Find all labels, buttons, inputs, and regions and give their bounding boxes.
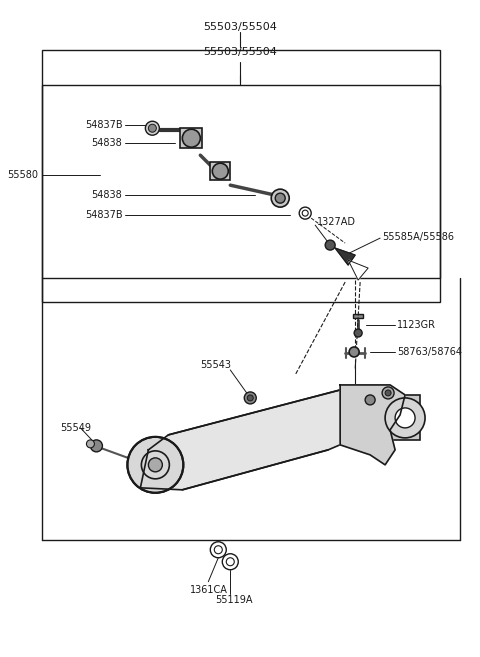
Text: 58763/58764: 58763/58764 [397,347,462,357]
Text: 55119A: 55119A [216,595,253,604]
Bar [390,395,420,440]
Circle shape [275,193,285,203]
Bar [43,85,440,278]
Circle shape [145,122,159,135]
Text: 55503/55504: 55503/55504 [204,47,277,57]
Bar [353,314,363,318]
Text: 55580: 55580 [8,170,38,180]
Bar [133,450,177,480]
Bar [210,162,230,180]
Circle shape [349,347,359,357]
Polygon shape [335,248,355,265]
Text: 54837B: 54837B [85,210,122,220]
Circle shape [354,329,362,337]
Circle shape [365,395,375,405]
Text: 55543: 55543 [200,360,231,370]
Polygon shape [348,260,368,280]
Text: 1327AD: 1327AD [317,217,356,227]
Circle shape [247,395,253,401]
Circle shape [86,440,95,448]
Text: 55585A/55586: 55585A/55586 [382,232,454,242]
Text: 1123GR: 1123GR [397,320,436,330]
Text: 54838: 54838 [92,190,122,200]
Circle shape [148,458,162,472]
Circle shape [182,129,200,147]
Bar [43,51,440,302]
Circle shape [385,390,391,396]
Circle shape [385,398,425,438]
Circle shape [325,240,335,250]
Circle shape [90,440,102,452]
Circle shape [148,124,156,132]
Circle shape [271,189,289,207]
Text: 55549: 55549 [60,423,92,433]
Polygon shape [340,385,405,465]
Text: 54837B: 54837B [85,120,122,130]
Circle shape [127,437,183,493]
Bar [180,128,202,148]
Text: 55503/55504: 55503/55504 [204,22,277,32]
Circle shape [212,163,228,179]
Text: 1361CA: 1361CA [191,585,228,595]
Circle shape [244,392,256,404]
Polygon shape [140,390,380,490]
Circle shape [395,408,415,428]
Circle shape [382,387,394,399]
Text: 54838: 54838 [92,138,122,148]
